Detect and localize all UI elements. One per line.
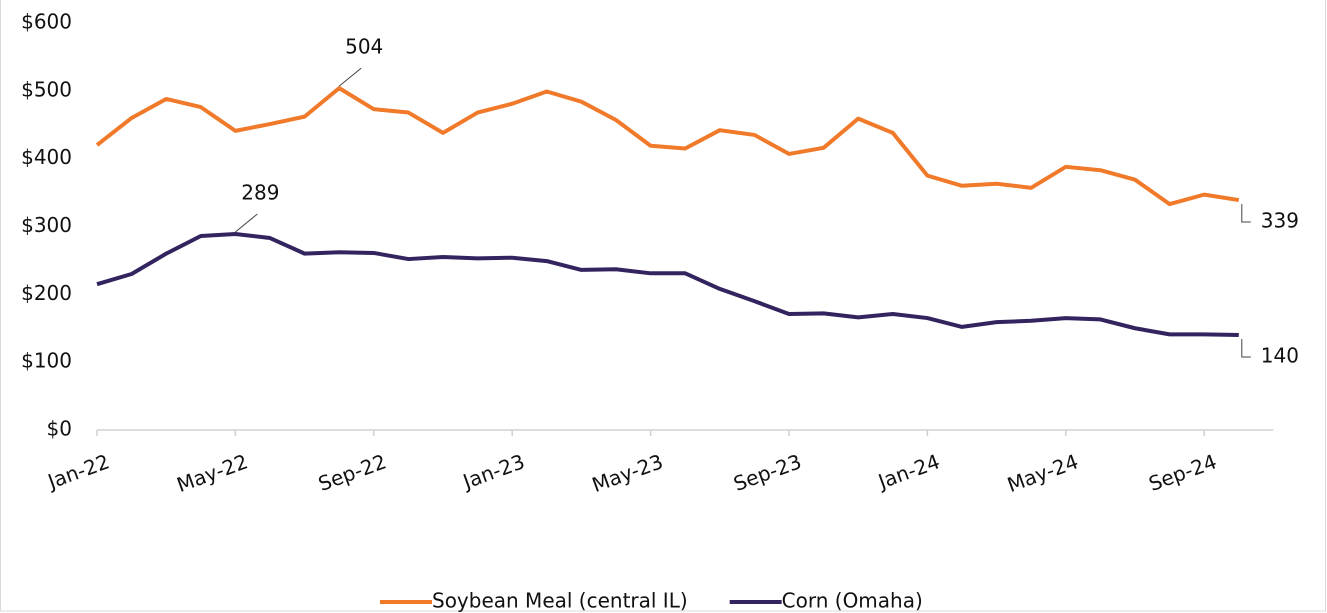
data-label: 289 bbox=[241, 180, 279, 204]
data-label: 504 bbox=[345, 35, 383, 59]
x-tick-label: May-22 bbox=[174, 449, 251, 497]
y-tick-label: $600 bbox=[21, 10, 72, 34]
y-tick-label: $100 bbox=[21, 349, 72, 373]
x-tick-label: Sep-23 bbox=[730, 449, 804, 496]
x-tick-label: May-23 bbox=[589, 449, 666, 497]
x-tick-label: Jan-24 bbox=[873, 449, 943, 494]
label-leader bbox=[1241, 204, 1251, 223]
data-label: 140 bbox=[1261, 344, 1299, 368]
y-tick-label: $500 bbox=[21, 77, 72, 101]
y-tick-label: $0 bbox=[47, 417, 72, 441]
x-tick-label: May-24 bbox=[1004, 449, 1081, 497]
data-label: 339 bbox=[1261, 209, 1299, 233]
x-tick-label: Sep-24 bbox=[1145, 449, 1219, 496]
x-tick-label: Jan-22 bbox=[43, 449, 113, 494]
x-tick-label: Sep-22 bbox=[315, 449, 389, 496]
legend-label: Soybean Meal (central IL) bbox=[432, 589, 688, 613]
y-tick-label: $300 bbox=[21, 213, 72, 237]
y-tick-label: $200 bbox=[21, 281, 72, 305]
label-leader bbox=[338, 67, 362, 87]
x-tick-label: Jan-23 bbox=[458, 449, 528, 494]
label-leader bbox=[1241, 339, 1251, 358]
series-line bbox=[95, 86, 1240, 207]
series-line bbox=[96, 231, 1239, 338]
legend-label: Corn (Omaha) bbox=[782, 589, 923, 613]
label-leader bbox=[235, 213, 258, 233]
y-tick-label: $400 bbox=[21, 145, 72, 169]
